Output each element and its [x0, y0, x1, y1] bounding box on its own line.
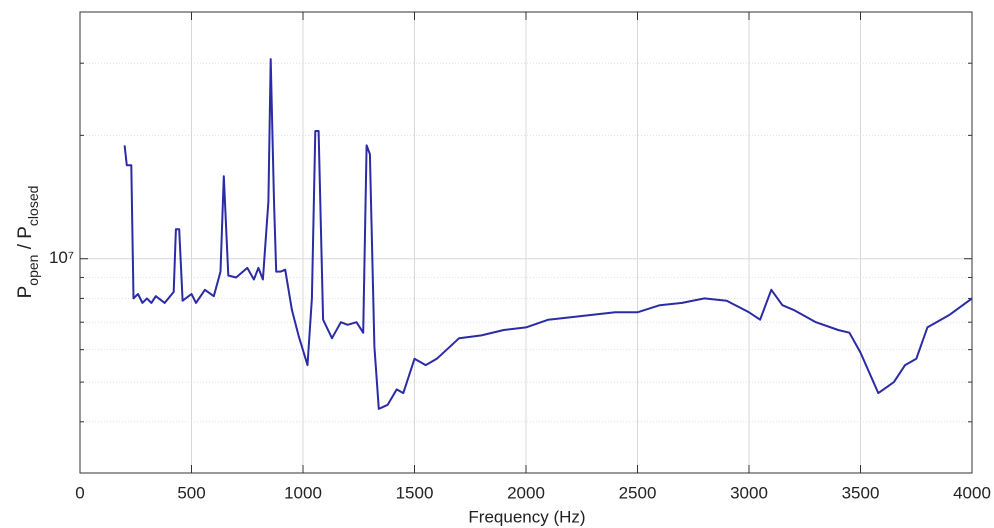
x-tick-label: 2000 — [507, 483, 545, 502]
y-tick-label: 10⁷ — [49, 248, 74, 267]
plot-frame — [79, 11, 973, 474]
x-tick-label: 500 — [177, 483, 205, 502]
y-label-part: open — [25, 255, 41, 286]
x-tick-label: 3000 — [730, 483, 768, 502]
y-label-part: / P — [15, 226, 36, 255]
x-tick-label: 2500 — [619, 483, 657, 502]
x-tick-label: 1500 — [396, 483, 434, 502]
x-tick-label: 4000 — [953, 483, 991, 502]
x-tick-label: 0 — [75, 483, 84, 502]
x-axis-label: Frequency (Hz) — [468, 507, 585, 526]
y-label-part: P — [15, 286, 36, 299]
data-line — [123, 58, 973, 410]
y-axis-label: Popen / Pclosed — [15, 186, 41, 299]
x-tick-label: 3500 — [842, 483, 880, 502]
y-label-part: closed — [25, 186, 41, 226]
x-tick-label: 1000 — [284, 483, 322, 502]
